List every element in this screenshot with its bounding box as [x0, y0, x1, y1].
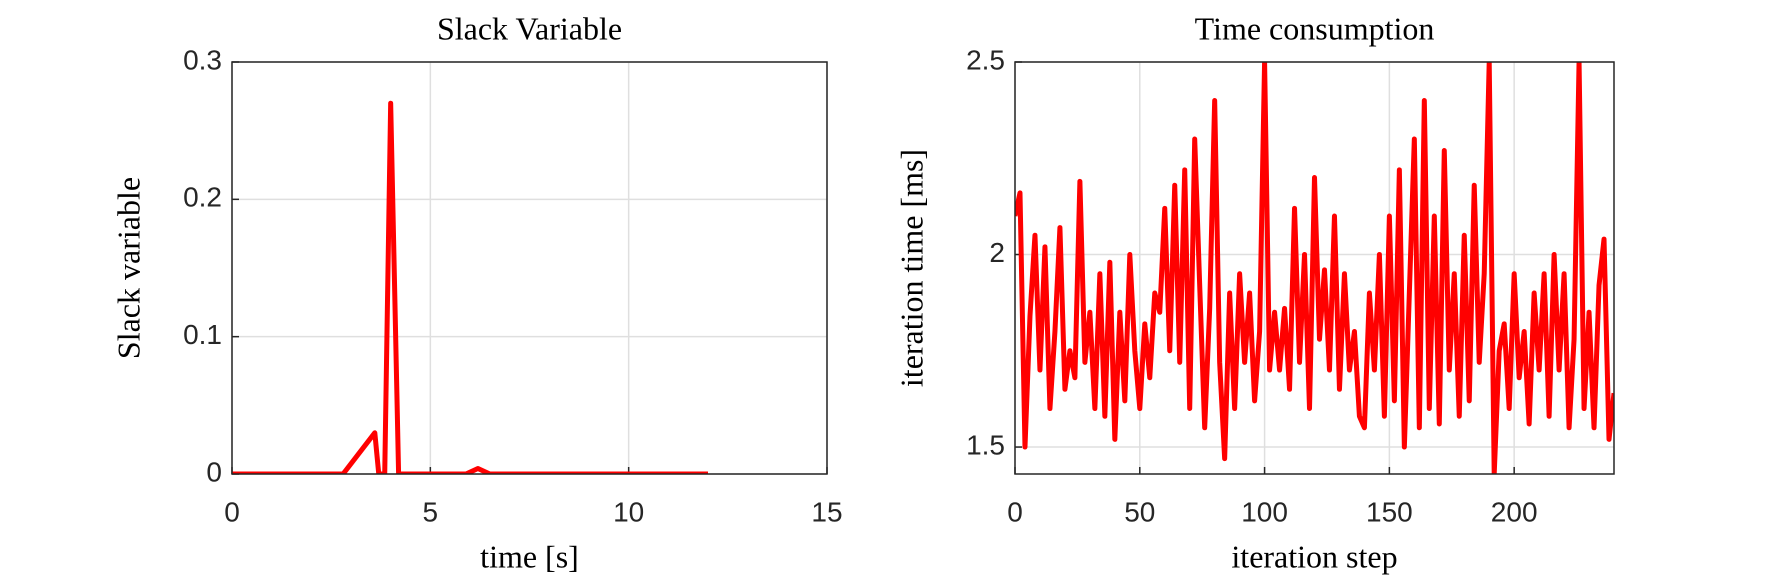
x-tick-label: 150 [1366, 496, 1413, 527]
data-line [232, 100, 708, 474]
plot-area [232, 62, 827, 474]
chart-title: Time consumption [1195, 10, 1435, 46]
x-tick-label: 200 [1491, 496, 1538, 527]
x-tick-label: 10 [613, 496, 644, 527]
y-tick-label: 0.2 [183, 182, 222, 213]
data-line [1015, 62, 1614, 474]
axes-box [231, 61, 828, 475]
y-axis-label: Slack variable [110, 177, 146, 359]
x-tick-label: 5 [423, 496, 439, 527]
axes-box [1014, 61, 1615, 475]
y-tick-label: 1.5 [966, 429, 1005, 460]
x-axis-label: time [s] [480, 538, 579, 574]
plot-group [1015, 62, 1614, 474]
x-tick-label: 50 [1124, 496, 1155, 527]
x-tick-label: 15 [811, 496, 842, 527]
y-tick-label: 2 [989, 237, 1005, 268]
y-axis-label: iteration time [ms] [893, 149, 929, 387]
x-tick-label: 100 [1241, 496, 1288, 527]
x-axis-label: iteration step [1231, 538, 1397, 574]
plot-group [232, 100, 708, 474]
y-tick-label: 0 [206, 456, 222, 487]
y-tick-label: 0.3 [183, 44, 222, 75]
y-tick-label: 2.5 [966, 44, 1005, 75]
chart-title: Slack Variable [437, 10, 622, 46]
x-tick-label: 0 [1007, 496, 1023, 527]
y-tick-label: 0.1 [183, 319, 222, 350]
x-tick-label: 0 [224, 496, 240, 527]
